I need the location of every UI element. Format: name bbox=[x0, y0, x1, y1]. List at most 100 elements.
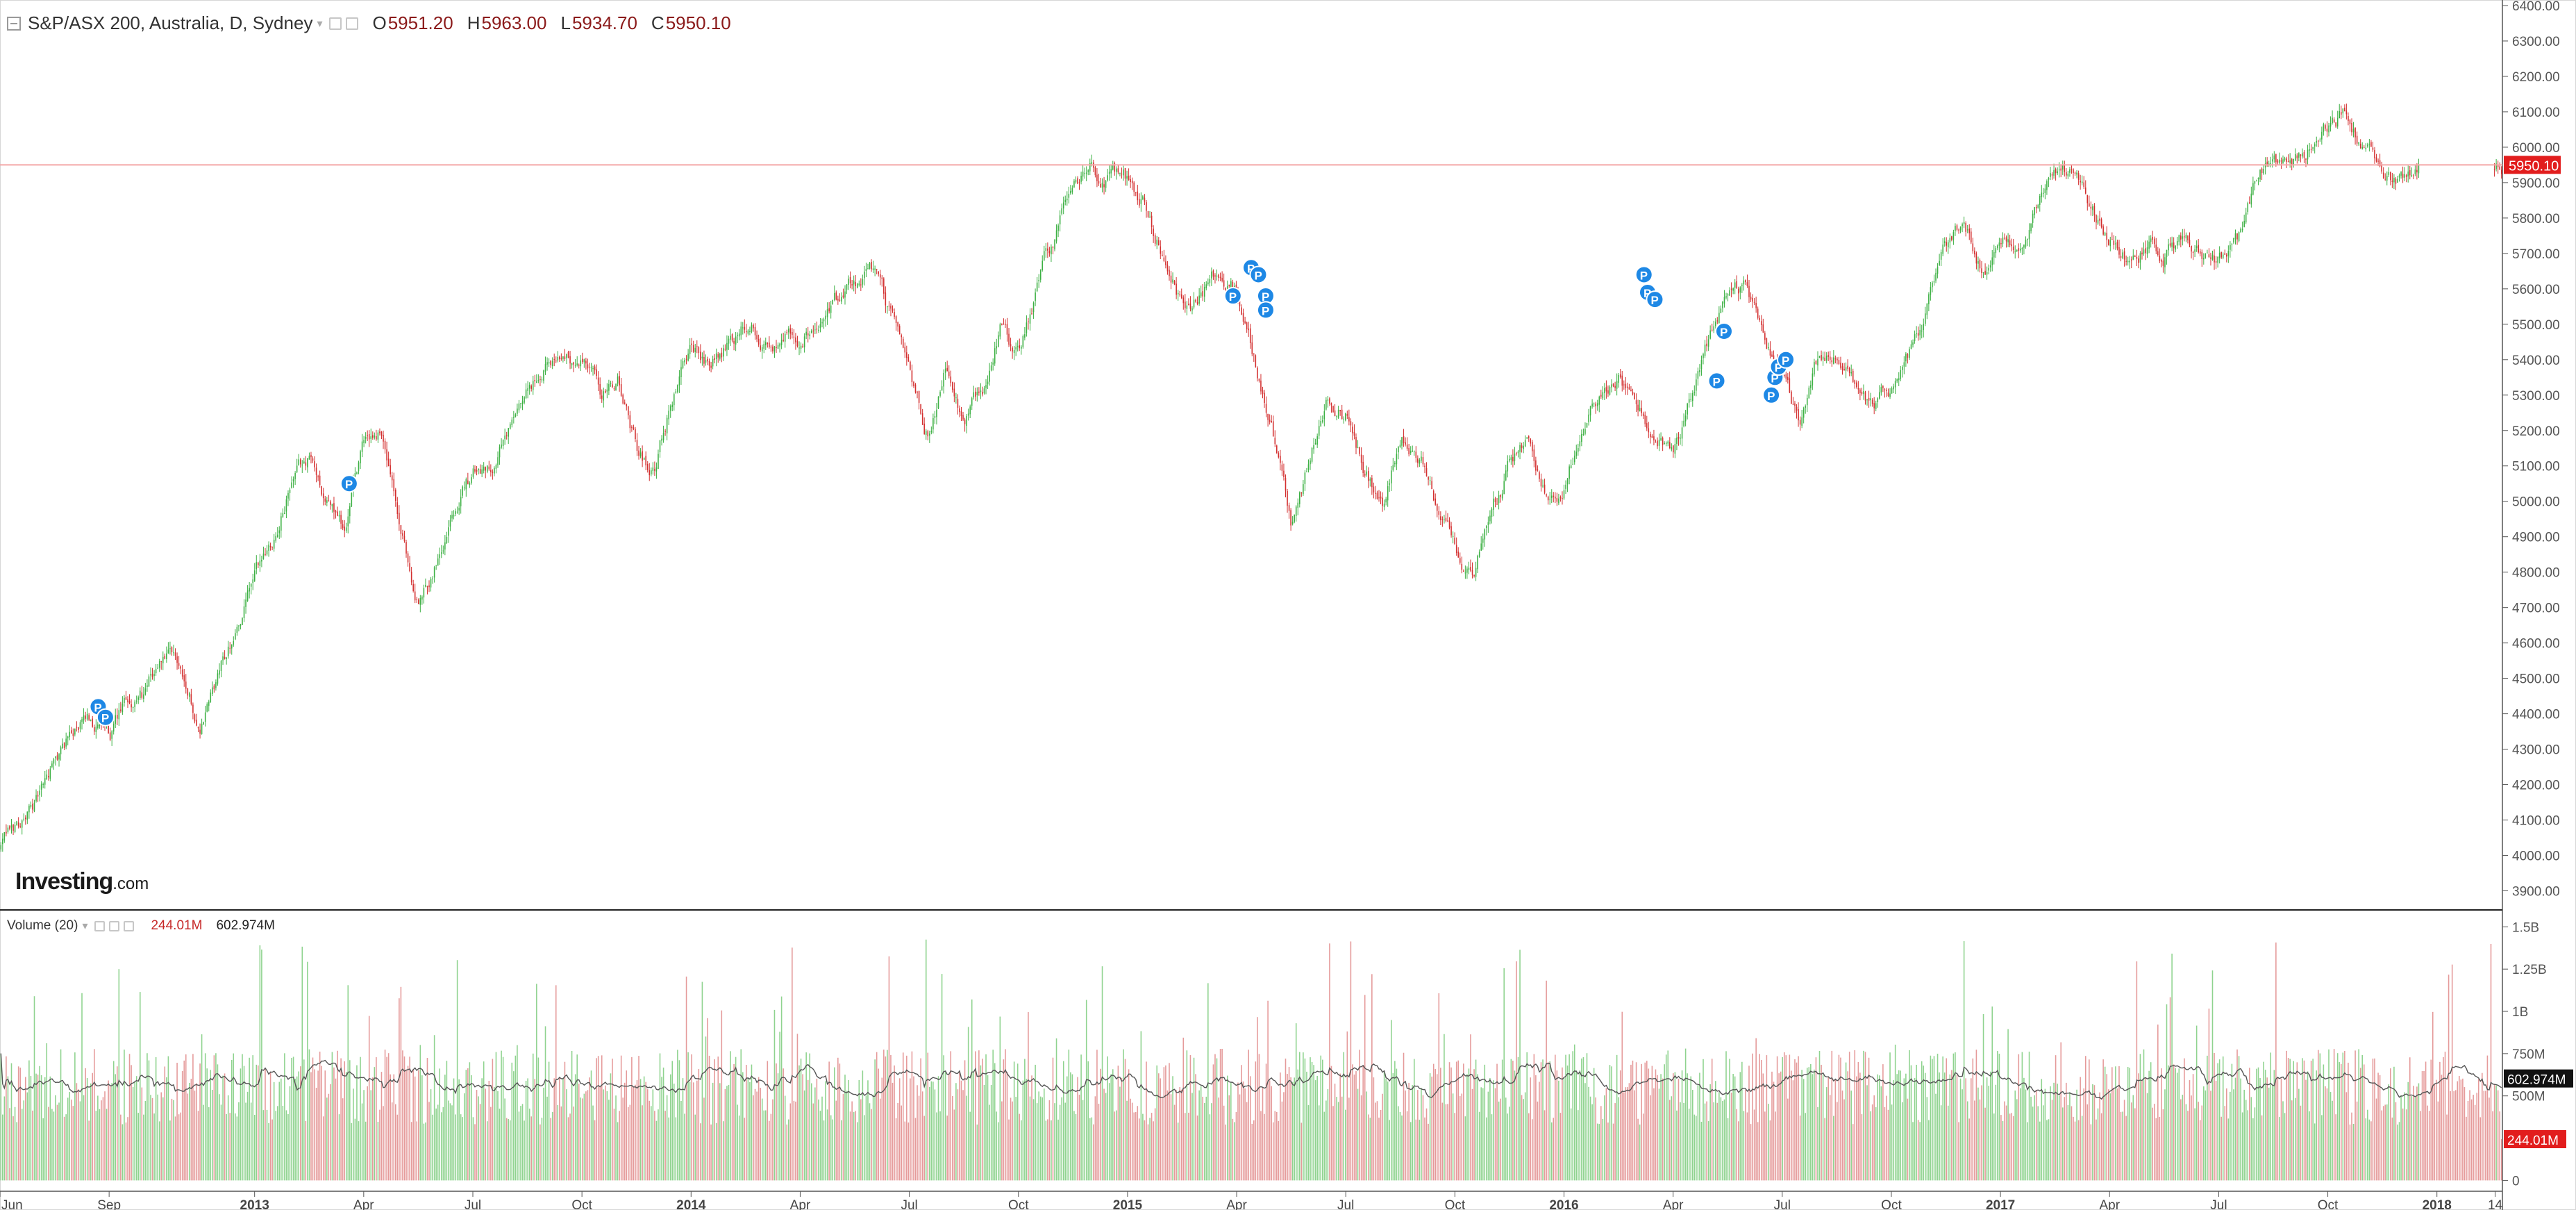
volume-bar bbox=[1371, 974, 1373, 1181]
candle-body bbox=[112, 723, 115, 732]
settings-icon[interactable] bbox=[109, 920, 120, 931]
volume-bar bbox=[1269, 1080, 1271, 1181]
settings-icon[interactable] bbox=[346, 17, 359, 30]
volume-bar bbox=[964, 1060, 966, 1181]
event-pin-icon[interactable] bbox=[1707, 372, 1726, 390]
volume-bar bbox=[1494, 1088, 1496, 1181]
collapse-icon[interactable] bbox=[7, 16, 21, 31]
volume-ma-badge-label: 602.974M bbox=[2507, 1073, 2566, 1088]
volume-bar bbox=[2427, 1105, 2428, 1181]
price-tick-label: 5900.00 bbox=[2512, 176, 2560, 191]
volume-bar bbox=[937, 1076, 939, 1181]
visibility-icon[interactable] bbox=[94, 920, 106, 931]
candle-body bbox=[1852, 370, 1854, 382]
candle-body bbox=[167, 649, 169, 654]
visibility-icon[interactable] bbox=[329, 17, 342, 30]
volume-bar bbox=[1447, 1104, 1448, 1181]
volume-bar bbox=[347, 985, 349, 1181]
candle-body bbox=[1750, 297, 1752, 300]
candle-body bbox=[242, 618, 243, 625]
volume-bar bbox=[1455, 1061, 1457, 1181]
event-pin-icon[interactable] bbox=[1646, 290, 1664, 309]
volume-bar bbox=[2018, 1054, 2020, 1181]
candle-body bbox=[16, 821, 17, 826]
volume-bar bbox=[1188, 1112, 1189, 1181]
symbol-title[interactable]: S&P/ASX 200, Australia, D, Sydney bbox=[28, 13, 313, 33]
candle-body bbox=[1764, 333, 1766, 340]
event-pin-icon[interactable] bbox=[1762, 386, 1781, 404]
candle-body bbox=[1464, 572, 1466, 574]
volume-bar bbox=[1230, 1081, 1232, 1181]
volume-bar bbox=[1436, 1074, 1438, 1181]
volume-bar bbox=[1459, 1096, 1461, 1181]
volume-bar bbox=[2256, 1068, 2257, 1181]
volume-bar bbox=[226, 1113, 227, 1181]
candle-body bbox=[2370, 142, 2372, 147]
volume-bar bbox=[2224, 1106, 2226, 1181]
chevron-down-icon[interactable]: ▾ bbox=[317, 17, 323, 30]
candle-body bbox=[992, 362, 994, 365]
candle-body bbox=[1579, 441, 1581, 447]
event-pin-label: P bbox=[1262, 290, 1269, 304]
volume-bar bbox=[425, 1122, 426, 1181]
volume-bar bbox=[1119, 1086, 1121, 1181]
volume-bar bbox=[2405, 1109, 2407, 1181]
volume-bar bbox=[1482, 1088, 1484, 1181]
candle-body bbox=[2254, 181, 2256, 184]
volume-bar bbox=[1096, 1050, 1098, 1181]
candle-body bbox=[1843, 369, 1845, 371]
event-pin-icon[interactable] bbox=[1223, 287, 1242, 306]
candle-body bbox=[249, 588, 250, 592]
candle-body bbox=[2171, 242, 2173, 247]
candle-body bbox=[224, 656, 226, 659]
candle-body bbox=[292, 479, 294, 482]
candle-body bbox=[2305, 158, 2307, 160]
candle-body bbox=[1891, 388, 1893, 394]
volume-bar bbox=[2080, 1077, 2081, 1181]
volume-bar bbox=[204, 1053, 206, 1181]
volume-bar bbox=[367, 1086, 368, 1181]
candle-body bbox=[1789, 378, 1791, 393]
event-pin-icon[interactable] bbox=[1634, 265, 1653, 284]
volume-bar bbox=[2386, 1104, 2388, 1181]
candle-body bbox=[203, 722, 204, 725]
event-pin-icon[interactable] bbox=[1256, 301, 1275, 320]
volume-bar bbox=[215, 1053, 217, 1181]
event-pin-icon[interactable] bbox=[96, 708, 115, 727]
event-pin-icon[interactable] bbox=[340, 474, 358, 493]
candle-body bbox=[1209, 279, 1211, 283]
candle-body bbox=[386, 449, 387, 461]
volume-bar bbox=[622, 1097, 624, 1181]
volume-bar bbox=[687, 1052, 689, 1181]
candle-body bbox=[1558, 498, 1559, 504]
candle-body bbox=[1447, 520, 1448, 522]
close-icon[interactable] bbox=[124, 920, 135, 931]
candle-body bbox=[1748, 285, 1750, 297]
candle-body bbox=[1380, 496, 1382, 499]
chevron-down-icon[interactable]: ▾ bbox=[82, 920, 88, 932]
candle-body bbox=[1144, 197, 1146, 202]
volume-bar bbox=[635, 1084, 636, 1181]
candle-body bbox=[2203, 258, 2205, 260]
candle-body bbox=[2289, 160, 2291, 163]
event-pin-icon[interactable] bbox=[1777, 350, 1796, 369]
candle-body bbox=[55, 756, 56, 759]
candle-body bbox=[256, 562, 258, 570]
candle-body bbox=[419, 597, 421, 605]
event-pin-icon[interactable] bbox=[1714, 322, 1733, 341]
volume-title[interactable]: Volume (20) bbox=[7, 918, 78, 933]
volume-bar bbox=[2039, 1121, 2041, 1181]
candle-body bbox=[712, 358, 714, 367]
candle-body bbox=[1112, 164, 1114, 170]
volume-bar bbox=[118, 969, 120, 1181]
event-pin-icon[interactable] bbox=[1249, 265, 1268, 284]
candle-body bbox=[1105, 181, 1107, 188]
volume-bar bbox=[1903, 1078, 1905, 1181]
volume-bar bbox=[1544, 1110, 1546, 1181]
candle-body bbox=[1323, 411, 1325, 420]
volume-bar bbox=[76, 1083, 78, 1181]
candle-body bbox=[1461, 563, 1463, 570]
candle-body bbox=[1114, 163, 1116, 172]
